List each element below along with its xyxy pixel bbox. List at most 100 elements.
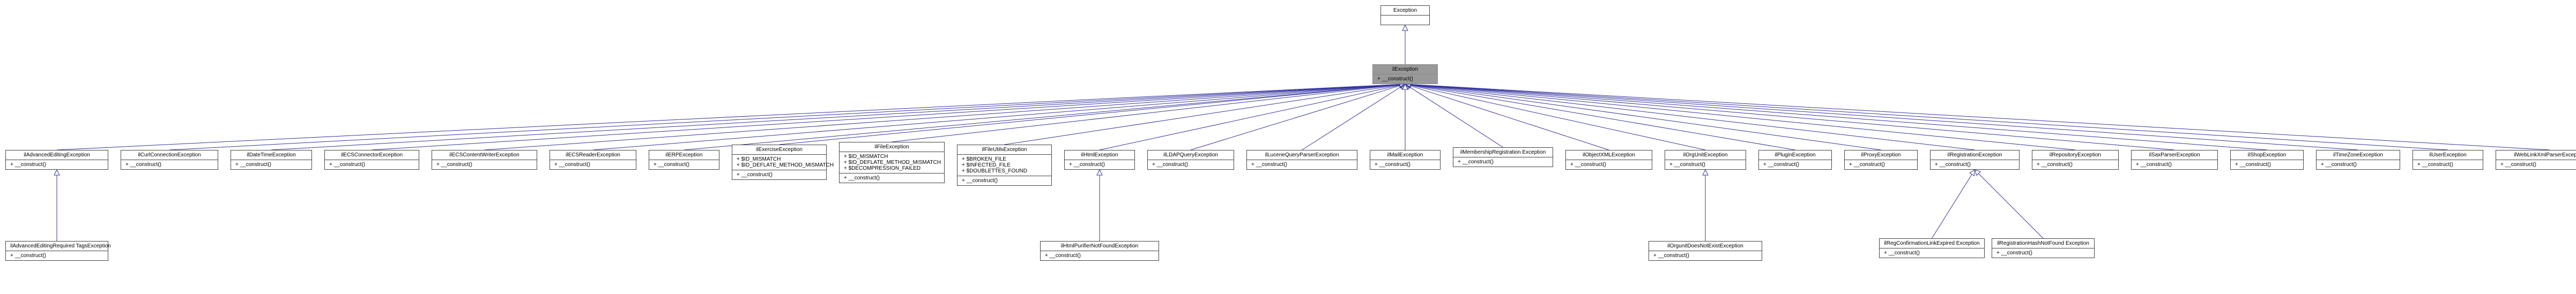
class-methods: + __construct() [1453, 157, 1553, 167]
class-methods: + __construct() [121, 160, 218, 169]
class-node-ilOrgunitDoesNotExistException[interactable]: ilOrgunitDoesNotExistException+ __constr… [1649, 241, 1762, 261]
class-methods: + __construct() [1370, 160, 1440, 169]
class-node-ilTimeZoneException[interactable]: ilTimeZoneException+ __construct() [2316, 150, 2400, 170]
class-members: + $ID_MISMATCH+ $ID_DEFLATE_METHOD_MISMA… [732, 155, 826, 170]
class-title: ilECSContentWriterException [432, 150, 537, 160]
class-title: ilWebLinkXmlParserException [2496, 150, 2576, 160]
class-title: ilRegistrationException [1931, 150, 2019, 160]
class-node-ilShopException[interactable]: ilShopException+ __construct() [2230, 150, 2304, 170]
class-title: ilDateTimeException [231, 150, 311, 160]
class-title: ilAdvancedEditingException [6, 150, 108, 160]
class-node-ilLDAPQueryException[interactable]: ilLDAPQueryException+ __construct() [1147, 150, 1234, 170]
class-node-ilCurlConnectionException[interactable]: ilCurlConnectionException+ __construct() [121, 150, 218, 170]
class-members: + $BROKEN_FILE+ $INFECTED_FILE+ $DOUBLET… [957, 155, 1051, 176]
class-title: ilFileException [840, 142, 944, 152]
class-node-ilDateTimeException[interactable]: ilDateTimeException+ __construct() [231, 150, 312, 170]
class-title: ilCurlConnectionException [121, 150, 218, 160]
class-methods: + __construct() [957, 176, 1051, 185]
class-node-ilFileUtilsException[interactable]: ilFileUtilsException+ $BROKEN_FILE+ $INF… [957, 145, 1052, 186]
class-node-ilRegistrationHashNotFoundException[interactable]: ilRegistrationHashNotFound Exception+ __… [1992, 238, 2095, 258]
class-title: Exception [1381, 6, 1429, 16]
class-methods: + __construct() [1373, 74, 1437, 84]
class-node-ilException[interactable]: ilException+ __construct() [1372, 64, 1438, 84]
class-title: ilRegistrationHashNotFound Exception [1992, 239, 2094, 248]
class-methods: + __construct() [1845, 160, 1917, 169]
class-methods: + __construct() [2317, 160, 2400, 169]
class-node-ilAdvancedEditingException[interactable]: ilAdvancedEditingException+ __construct(… [5, 150, 108, 170]
class-methods: + __construct() [1065, 160, 1134, 169]
class-title: ilTimeZoneException [2317, 150, 2400, 160]
class-methods: + __construct() [550, 160, 636, 169]
class-methods: + __construct() [2231, 160, 2303, 169]
class-node-ilHtmlException[interactable]: ilHtmlException+ __construct() [1064, 150, 1135, 170]
class-methods: + __construct() [6, 251, 108, 260]
class-title: ilMembershipRegistration Exception [1453, 148, 1553, 157]
class-node-ilOrgUnitException[interactable]: ilOrgUnitException+ __construct() [1665, 150, 1746, 170]
class-node-ilRegConfirmationLinkExpiredException[interactable]: ilRegConfirmationLinkExpired Exception+ … [1879, 238, 1985, 258]
class-title: ilOrgUnitException [1665, 150, 1746, 160]
class-title: ilException [1373, 65, 1437, 74]
class-methods: + __construct() [1247, 160, 1357, 169]
class-methods: + __construct() [649, 160, 719, 169]
class-methods: + __construct() [432, 160, 537, 169]
class-methods: + __construct() [2413, 160, 2483, 169]
class-methods: + __construct() [1931, 160, 2019, 169]
class-title: ilMailException [1370, 150, 1440, 160]
class-methods: + __construct() [1665, 160, 1746, 169]
class-node-ilHtmlPurifierNotFoundException[interactable]: ilHtmlPurifierNotFoundException+ __const… [1040, 241, 1159, 261]
class-methods: + __construct() [1880, 248, 1984, 258]
class-title: ilHtmlPurifierNotFoundException [1041, 242, 1159, 251]
class-title: ilHtmlException [1065, 150, 1134, 160]
class-title: ilECSReaderException [550, 150, 636, 160]
class-node-ilECSContentWriterException[interactable]: ilECSContentWriterException+ __construct… [432, 150, 537, 170]
class-title: ilObjectXMLException [1566, 150, 1652, 160]
class-node-ilMembershipRegistrationException[interactable]: ilMembershipRegistration Exception+ __co… [1453, 147, 1553, 167]
class-methods: + __construct() [1148, 160, 1234, 169]
class-methods: + __construct() [1759, 160, 1831, 169]
class-node-ilECSConnectorException[interactable]: ilECSConnectorException+ __construct() [324, 150, 419, 170]
class-title: ilAdvancedEditingRequired TagsException [6, 242, 108, 251]
class-title: ilExerciseException [732, 145, 826, 155]
class-node-Exception[interactable]: Exception [1380, 5, 1430, 25]
class-methods: + __construct() [325, 160, 419, 169]
class-title: ilLuceneQueryParserException [1247, 150, 1357, 160]
class-title: ilERPException [649, 150, 719, 160]
class-methods: + __construct() [6, 160, 108, 169]
class-title: ilFileUtilsException [957, 145, 1051, 155]
class-title: ilSaxParserException [2132, 150, 2217, 160]
class-methods: + __construct() [2032, 160, 2118, 169]
class-node-ilECSReaderException[interactable]: ilECSReaderException+ __construct() [550, 150, 636, 170]
class-members: + $ID_MISMATCH+ $ID_DEFLATE_METHOD_MISMA… [840, 152, 944, 174]
class-title: ilRegConfirmationLinkExpired Exception [1880, 239, 1984, 248]
class-methods: + __construct() [1649, 251, 1762, 260]
class-title: ilRepositoryException [2032, 150, 2118, 160]
class-title: ilProxyException [1845, 150, 1917, 160]
class-node-ilRegistrationException[interactable]: ilRegistrationException+ __construct() [1930, 150, 2020, 170]
class-node-ilSaxParserException[interactable]: ilSaxParserException+ __construct() [2131, 150, 2218, 170]
class-node-ilMailException[interactable]: ilMailException+ __construct() [1370, 150, 1441, 170]
class-methods: + __construct() [732, 170, 826, 179]
class-methods: + __construct() [840, 174, 944, 183]
class-node-ilExerciseException[interactable]: ilExerciseException+ $ID_MISMATCH+ $ID_D… [732, 145, 827, 180]
class-title: ilOrgunitDoesNotExistException [1649, 242, 1762, 251]
class-title: ilShopException [2231, 150, 2303, 160]
class-methods: + __construct() [2132, 160, 2217, 169]
class-node-ilFileException[interactable]: ilFileException+ $ID_MISMATCH+ $ID_DEFLA… [839, 142, 945, 183]
class-node-ilWebLinkXmlParserException[interactable]: ilWebLinkXmlParserException+ __construct… [2496, 150, 2576, 170]
class-node-ilERPException[interactable]: ilERPException+ __construct() [649, 150, 719, 170]
class-node-ilAdvancedEditingRequiredTagsException[interactable]: ilAdvancedEditingRequired TagsException+… [5, 241, 108, 261]
class-node-ilLuceneQueryParserException[interactable]: ilLuceneQueryParserException+ __construc… [1246, 150, 1357, 170]
class-title: ilPluginException [1759, 150, 1831, 160]
class-methods: + __construct() [231, 160, 311, 169]
class-title: ilUserException [2413, 150, 2483, 160]
class-node-ilProxyException[interactable]: ilProxyException+ __construct() [1844, 150, 1918, 170]
class-methods: + __construct() [1566, 160, 1652, 169]
class-node-ilPluginException[interactable]: ilPluginException+ __construct() [1758, 150, 1832, 170]
class-node-ilUserException[interactable]: ilUserException+ __construct() [2412, 150, 2483, 170]
class-title: ilLDAPQueryException [1148, 150, 1234, 160]
class-methods: + __construct() [1992, 248, 2094, 258]
class-title: ilECSConnectorException [325, 150, 419, 160]
class-methods: + __construct() [1041, 251, 1159, 260]
class-node-ilObjectXMLException[interactable]: ilObjectXMLException+ __construct() [1565, 150, 1652, 170]
class-node-ilRepositoryException[interactable]: ilRepositoryException+ __construct() [2032, 150, 2119, 170]
